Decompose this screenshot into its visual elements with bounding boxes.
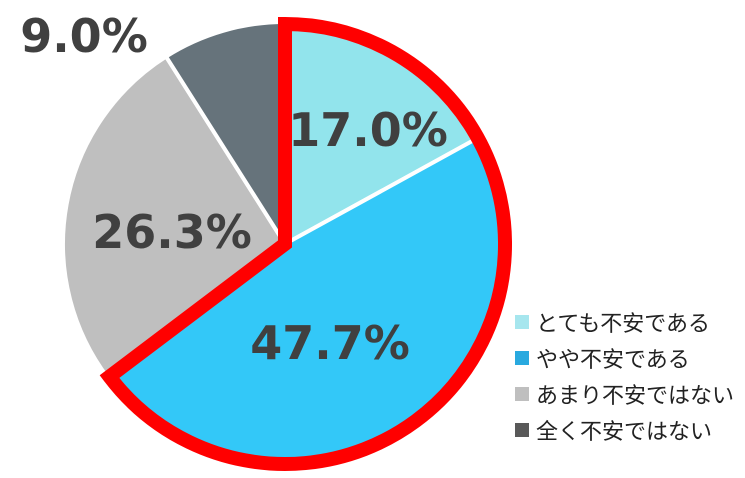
pie-slice-2 — [61, 54, 287, 380]
legend-item-2: あまり不安ではない — [515, 376, 740, 412]
slice-label-3: 9.0% — [20, 9, 148, 63]
legend-swatch-3 — [515, 423, 529, 437]
legend-label-3: 全く不安ではない — [536, 420, 713, 445]
highlight-outline — [99, 16, 512, 471]
legend-label-2: あまり不安ではない — [536, 384, 735, 409]
legend-swatch-1 — [515, 351, 529, 365]
legend-swatch-0 — [515, 315, 529, 329]
slice-label-0: 17.0% — [288, 103, 448, 157]
legend-item-1: やや不安である — [515, 340, 740, 376]
legend-label-1: やや不安である — [536, 348, 690, 373]
legend-swatch-2 — [515, 387, 529, 401]
legend-label-0: とても不安である — [536, 312, 711, 337]
legend-item-3: 全く不安ではない — [515, 412, 740, 448]
pie-labels: 17.0% 47.7% 26.3% 9.0% — [20, 9, 448, 370]
slice-label-1: 47.7% — [250, 316, 410, 370]
chart-legend: とても不安である やや不安である あまり不安ではない 全く不安ではない — [515, 304, 740, 448]
slice-label-2: 26.3% — [92, 205, 252, 259]
legend-item-0: とても不安である — [515, 304, 740, 340]
